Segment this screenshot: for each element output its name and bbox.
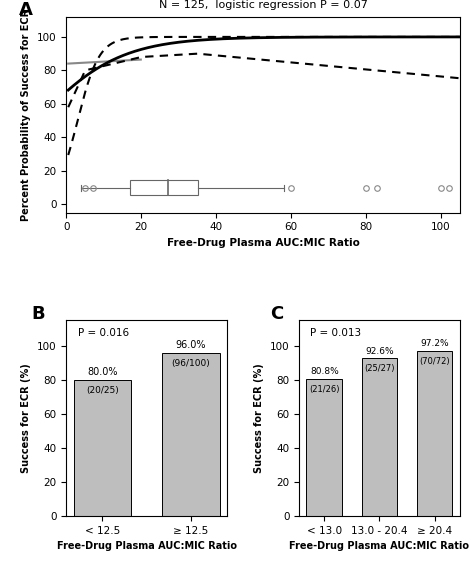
Text: P = 0.013: P = 0.013 [310, 328, 362, 338]
Bar [417, 351, 453, 516]
Text: 80.0%: 80.0% [87, 367, 118, 378]
Text: A: A [19, 1, 33, 19]
Bar [307, 379, 342, 516]
Text: (96/100): (96/100) [172, 358, 210, 367]
Y-axis label: Success for ECR (%): Success for ECR (%) [21, 364, 31, 473]
Bar [73, 380, 131, 516]
Text: 80.8%: 80.8% [310, 367, 339, 376]
Text: 96.0%: 96.0% [176, 340, 206, 350]
X-axis label: Free-Drug Plasma AUC:MIC Ratio: Free-Drug Plasma AUC:MIC Ratio [290, 541, 469, 551]
Text: B: B [31, 305, 45, 323]
Text: P = 0.016: P = 0.016 [78, 328, 129, 338]
Bar [130, 180, 198, 195]
Y-axis label: Percent Probability of Success for ECR: Percent Probability of Success for ECR [21, 8, 31, 221]
Title: N = 125,  logistic regression P = 0.07: N = 125, logistic regression P = 0.07 [159, 1, 367, 11]
Text: 97.2%: 97.2% [420, 339, 449, 348]
Bar [162, 353, 219, 516]
Text: (21/26): (21/26) [309, 384, 340, 393]
Y-axis label: Success for ECR (%): Success for ECR (%) [254, 364, 264, 473]
X-axis label: Free-Drug Plasma AUC:MIC Ratio: Free-Drug Plasma AUC:MIC Ratio [57, 541, 237, 551]
Text: C: C [270, 305, 283, 323]
Text: (20/25): (20/25) [86, 386, 119, 395]
X-axis label: Free-Drug Plasma AUC:MIC Ratio: Free-Drug Plasma AUC:MIC Ratio [167, 238, 359, 248]
Text: (25/27): (25/27) [364, 365, 395, 374]
Text: 92.6%: 92.6% [365, 347, 394, 356]
Text: (70/72): (70/72) [419, 357, 450, 366]
Bar [362, 358, 397, 516]
